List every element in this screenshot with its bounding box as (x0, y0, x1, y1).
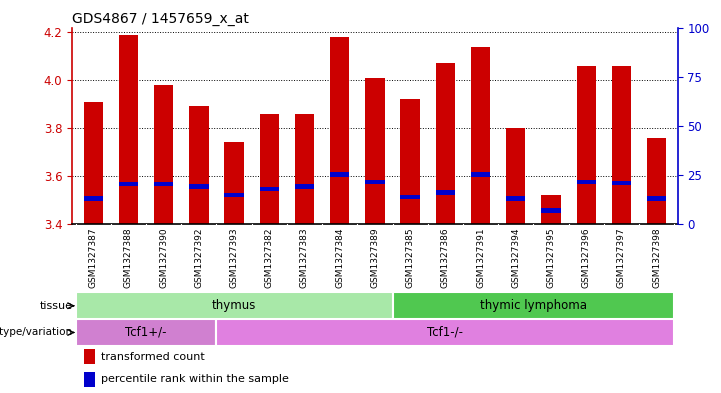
Bar (330, 37, 350, 224)
Bar (471, 173, 490, 177)
Bar (647, 138, 666, 224)
Text: GSM1327394: GSM1327394 (511, 227, 521, 288)
Text: GSM1327383: GSM1327383 (300, 227, 309, 288)
Text: thymic lymphoma: thymic lymphoma (480, 299, 587, 312)
Bar (392, 292, 674, 319)
Bar (366, 78, 384, 224)
Bar (154, 182, 173, 186)
Bar (330, 173, 350, 177)
Bar (611, 66, 631, 224)
Text: Tcf1+/-: Tcf1+/- (125, 326, 167, 339)
Bar (506, 128, 526, 224)
Bar (84, 371, 95, 387)
Text: percentile rank within the sample: percentile rank within the sample (101, 374, 289, 384)
Text: GSM1327382: GSM1327382 (265, 227, 274, 288)
Bar (119, 182, 138, 186)
Bar (647, 196, 666, 201)
Text: GSM1327388: GSM1327388 (124, 227, 133, 288)
Text: GSM1327392: GSM1327392 (195, 227, 203, 288)
Bar (216, 319, 674, 346)
Bar (260, 187, 279, 191)
Text: GSM1327390: GSM1327390 (159, 227, 168, 288)
Bar (577, 180, 596, 184)
Bar (295, 114, 314, 224)
Text: GSM1327387: GSM1327387 (89, 227, 98, 288)
Bar (577, 66, 596, 224)
Bar (84, 349, 95, 364)
Bar (400, 99, 420, 224)
Text: GSM1327398: GSM1327398 (652, 227, 661, 288)
Bar (366, 180, 384, 184)
Text: GDS4867 / 1457659_x_at: GDS4867 / 1457659_x_at (72, 13, 249, 26)
Text: GSM1327397: GSM1327397 (617, 227, 626, 288)
Bar (506, 196, 526, 201)
Text: Tcf1-/-: Tcf1-/- (428, 326, 464, 339)
Text: GSM1327384: GSM1327384 (335, 227, 344, 288)
Text: transformed count: transformed count (101, 352, 205, 362)
Bar (435, 190, 455, 195)
Bar (400, 195, 420, 200)
Text: GSM1327389: GSM1327389 (371, 227, 379, 288)
Text: GSM1327386: GSM1327386 (441, 227, 450, 288)
Bar (84, 102, 103, 224)
Bar (541, 195, 561, 224)
Bar (154, 85, 173, 224)
Text: genotype/variation: genotype/variation (0, 327, 73, 338)
Bar (76, 319, 216, 346)
Bar (541, 208, 561, 213)
Bar (119, 35, 138, 224)
Bar (224, 142, 244, 224)
Bar (224, 193, 244, 197)
Text: GSM1327391: GSM1327391 (476, 227, 485, 288)
Bar (84, 196, 103, 201)
Text: GSM1327393: GSM1327393 (229, 227, 239, 288)
Bar (76, 292, 392, 319)
Bar (611, 181, 631, 185)
Text: tissue: tissue (40, 301, 73, 311)
Bar (260, 114, 279, 224)
Bar (189, 107, 208, 224)
Bar (471, 47, 490, 224)
Bar (295, 184, 314, 189)
Text: GSM1327396: GSM1327396 (582, 227, 590, 288)
Text: thymus: thymus (212, 299, 256, 312)
Text: GSM1327385: GSM1327385 (406, 227, 415, 288)
Text: GSM1327395: GSM1327395 (547, 227, 555, 288)
Bar (189, 184, 208, 189)
Bar (435, 63, 455, 224)
